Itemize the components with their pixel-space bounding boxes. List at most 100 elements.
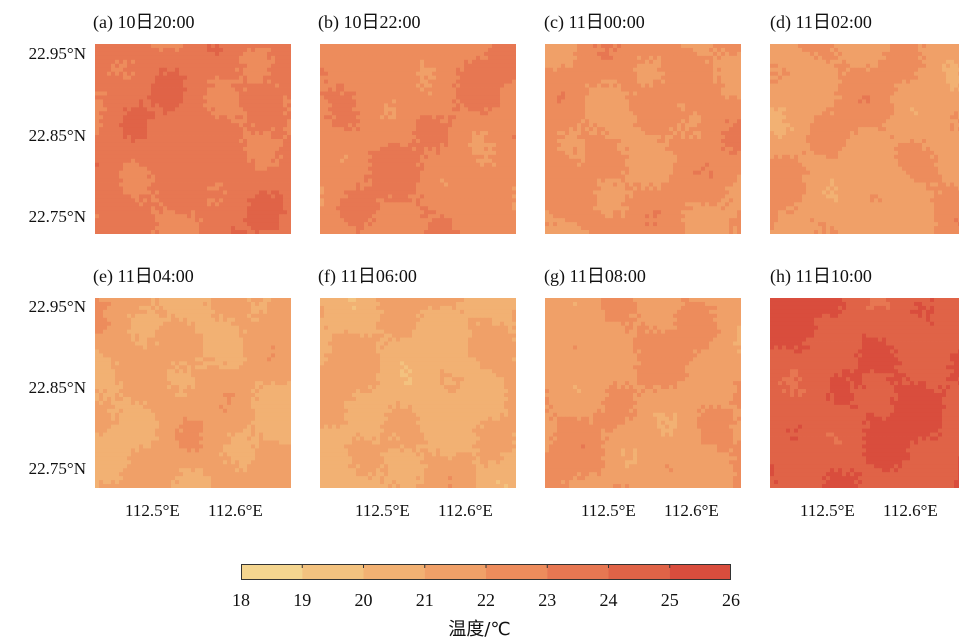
- heatmap-cell: [175, 59, 180, 65]
- heatmap-cell: [183, 218, 188, 223]
- heatmap-cell: [460, 214, 465, 219]
- heatmap-cell: [199, 146, 204, 152]
- heatmap-cell: [328, 142, 333, 148]
- heatmap-cell: [235, 178, 240, 183]
- heatmap-cell: [231, 131, 236, 136]
- heatmap-cell: [235, 107, 240, 112]
- heatmap-cell: [227, 131, 232, 136]
- heatmap-cell: [159, 178, 164, 183]
- heatmap-cell: [163, 222, 168, 227]
- heatmap-cell: [243, 210, 248, 215]
- heatmap-cell: [468, 71, 473, 77]
- heatmap-cell: [139, 139, 144, 144]
- heatmap-cell: [195, 63, 200, 69]
- heatmap-cell: [259, 51, 264, 57]
- heatmap-cell: [231, 146, 236, 152]
- heatmap-cell: [139, 230, 144, 234]
- heatmap-cell: [159, 55, 164, 61]
- heatmap-cell: [436, 162, 441, 168]
- heatmap-cell: [496, 154, 501, 160]
- heatmap-cell: [400, 71, 405, 77]
- heatmap-cell: [215, 178, 220, 183]
- heatmap-cell: [139, 79, 144, 84]
- heatmap-cell: [500, 174, 505, 179]
- heatmap-cell: [103, 107, 108, 112]
- heatmap-cell: [408, 230, 413, 234]
- heatmap-cell: [428, 103, 433, 108]
- heatmap-cell: [464, 131, 469, 136]
- heatmap-cell: [392, 214, 397, 219]
- heatmap-cell: [203, 51, 208, 57]
- heatmap-cell: [336, 142, 341, 148]
- heatmap-cell: [444, 206, 449, 211]
- heatmap-cell: [388, 222, 393, 227]
- heatmap-cell: [408, 67, 413, 73]
- heatmap-cell: [508, 107, 513, 112]
- heatmap-cell: [159, 67, 164, 73]
- heatmap-cell: [436, 174, 441, 179]
- heatmap-cell: [123, 158, 128, 164]
- heatmap-cell: [219, 166, 224, 172]
- heatmap-cell: [255, 226, 260, 231]
- heatmap-cell: [396, 103, 401, 108]
- heatmap-cell: [456, 75, 461, 81]
- heatmap-cell: [324, 150, 329, 156]
- heatmap-cell: [255, 123, 260, 128]
- heatmap-cell: [428, 154, 433, 160]
- heatmap-cell: [127, 135, 132, 140]
- heatmap-cell: [504, 150, 509, 156]
- heatmap-cell: [251, 178, 256, 183]
- heatmap-cell: [147, 146, 152, 152]
- heatmap-cell: [267, 95, 272, 100]
- heatmap-cell: [488, 123, 493, 128]
- heatmap-cell: [484, 111, 489, 116]
- heatmap-cell: [424, 178, 429, 183]
- heatmap-cell: [504, 55, 509, 61]
- heatmap-cell: [476, 202, 481, 207]
- heatmap-cell: [444, 63, 449, 69]
- heatmap-cell: [95, 75, 100, 81]
- heatmap-cell: [171, 107, 176, 112]
- heatmap-cell: [396, 214, 401, 219]
- heatmap-cell: [111, 170, 116, 176]
- heatmap-cell: [251, 135, 256, 140]
- heatmap-cell: [472, 182, 477, 187]
- heatmap-cell: [275, 44, 280, 49]
- heatmap-cell: [689, 47, 694, 53]
- heatmap-cell: [332, 214, 337, 219]
- heatmap-cell: [424, 95, 429, 100]
- heatmap-cell: [259, 150, 264, 156]
- heatmap-cell: [352, 162, 357, 168]
- heatmap-cell: [328, 162, 333, 168]
- heatmap-cell: [271, 182, 276, 187]
- heatmap-cell: [135, 194, 140, 199]
- heatmap-cell: [195, 150, 200, 156]
- heatmap-cell: [163, 162, 168, 168]
- heatmap-cell: [404, 154, 409, 160]
- heatmap-cell: [143, 123, 148, 128]
- heatmap-cell: [512, 218, 516, 223]
- heatmap-cell: [569, 59, 574, 65]
- heatmap-cell: [179, 111, 184, 116]
- heatmap-cell: [99, 218, 104, 223]
- heatmap-cell: [348, 79, 353, 84]
- heatmap-cell: [267, 202, 272, 207]
- heatmap-cell: [332, 174, 337, 179]
- heatmap-cell: [468, 182, 473, 187]
- heatmap-cell: [601, 51, 606, 57]
- heatmap-cell: [155, 158, 160, 164]
- heatmap-cell: [476, 127, 481, 132]
- heatmap-cell: [259, 146, 264, 152]
- heatmap-cell: [372, 206, 377, 211]
- heatmap-cell: [143, 107, 148, 112]
- heatmap-cell: [609, 44, 614, 49]
- heatmap-cell: [275, 107, 280, 112]
- heatmap-cell: [267, 206, 272, 211]
- heatmap-cell: [464, 174, 469, 179]
- heatmap-cell: [440, 75, 445, 81]
- heatmap-cell: [400, 194, 405, 199]
- heatmap-cell: [139, 214, 144, 219]
- heatmap-cell: [416, 214, 421, 219]
- heatmap-cell: [512, 63, 516, 69]
- heatmap-cell: [404, 83, 409, 88]
